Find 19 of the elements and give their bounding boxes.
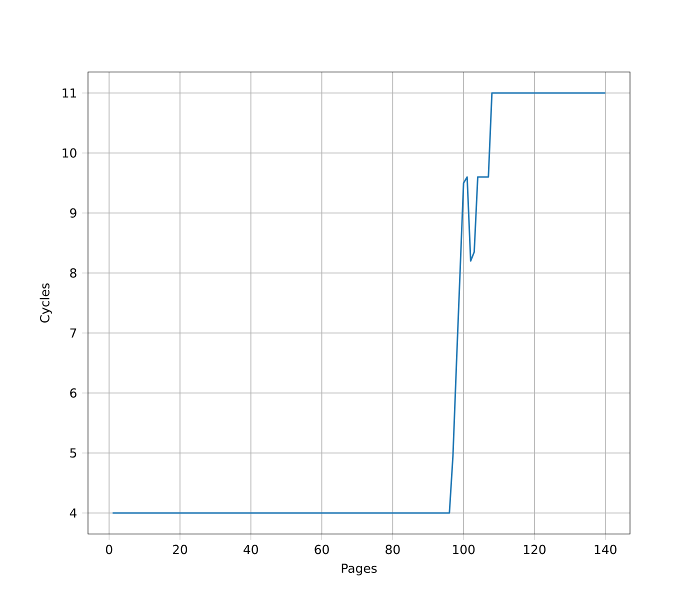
y-tick-label: 5 <box>70 448 76 458</box>
y-tick-label: 10 <box>62 148 76 158</box>
x-axis-title: Pages <box>342 564 377 576</box>
x-tick-label: 140 <box>594 544 616 554</box>
x-tick-label: 40 <box>244 544 258 554</box>
x-tick-label: 20 <box>172 544 188 554</box>
y-tick-label: 11 <box>62 88 76 98</box>
y-tick-label: 7 <box>70 328 76 338</box>
x-tick-label: 0 <box>106 544 112 554</box>
x-tick-label: 100 <box>453 544 475 554</box>
y-tick-label: 6 <box>70 388 76 398</box>
line-series <box>112 92 606 514</box>
y-tick-label: 8 <box>70 268 76 278</box>
y-tick-label: 9 <box>70 208 76 218</box>
x-tick-label: 120 <box>524 544 546 554</box>
x-tick-label: 80 <box>386 544 400 554</box>
x-tick-label: 60 <box>314 544 329 554</box>
y-tick-label: 4 <box>70 508 77 518</box>
y-axis-title: Cycles <box>40 283 52 323</box>
